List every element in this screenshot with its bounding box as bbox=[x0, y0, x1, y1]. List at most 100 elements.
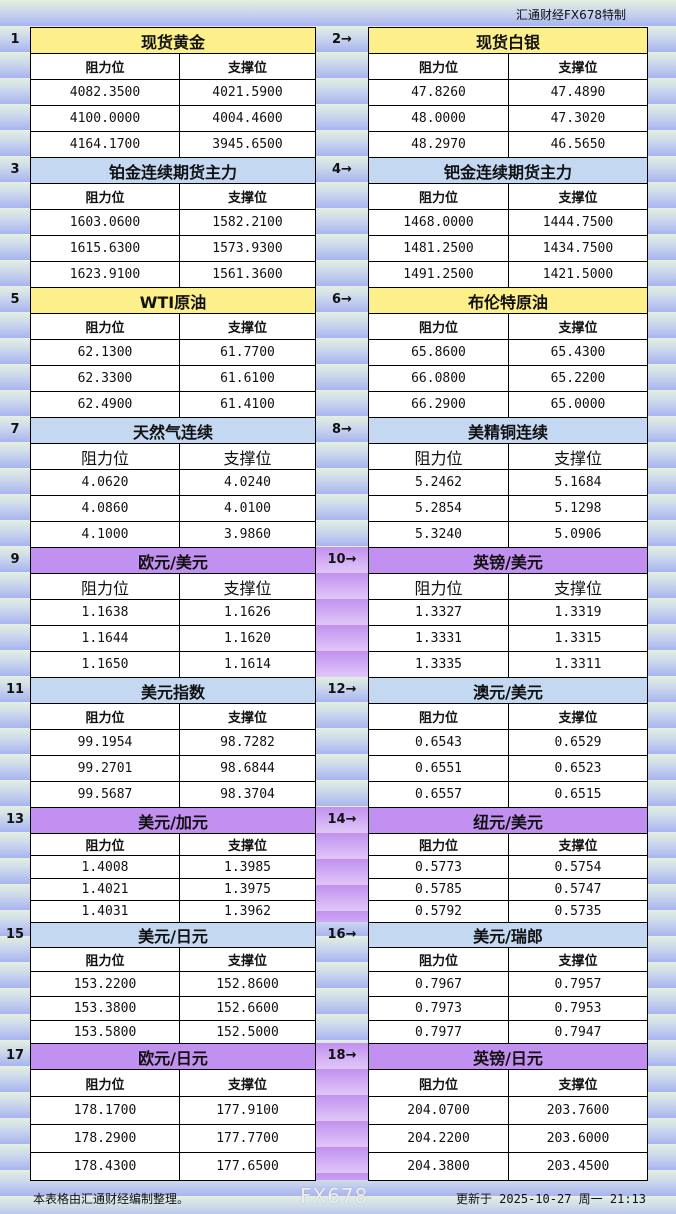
support-value: 47.4890 bbox=[508, 79, 648, 106]
resistance-value: 5.3240 bbox=[368, 521, 509, 548]
support-value: 1573.9300 bbox=[179, 235, 316, 262]
quote-table: 天然气连续 阻力位 支撑位 4.0620 4.0240 4.0860 4.0100 4.100… bbox=[30, 417, 316, 548]
support-value: 3.9860 bbox=[179, 521, 316, 548]
resistance-value: 99.2701 bbox=[30, 755, 180, 782]
section-number: 14→ bbox=[327, 812, 357, 827]
section-number: 7 bbox=[10, 422, 20, 437]
support-header: 支撑位 bbox=[179, 1069, 316, 1097]
support-value: 1.1614 bbox=[179, 651, 316, 678]
support-value: 0.5754 bbox=[508, 855, 648, 879]
resistance-value: 1.3331 bbox=[368, 625, 509, 652]
watermark-logo: FX678 bbox=[300, 1184, 369, 1208]
table-row: 0.5773 0.5754 bbox=[368, 855, 648, 879]
support-value: 0.6529 bbox=[508, 729, 648, 756]
support-value: 4.0240 bbox=[179, 469, 316, 496]
resistance-value: 99.1954 bbox=[30, 729, 180, 756]
resistance-value: 1623.9100 bbox=[30, 261, 180, 288]
resistance-value: 1.4021 bbox=[30, 878, 180, 901]
resistance-value: 178.1700 bbox=[30, 1096, 180, 1125]
support-header: 支撑位 bbox=[508, 443, 648, 470]
support-value: 203.6000 bbox=[508, 1124, 648, 1153]
resistance-header: 阻力位 bbox=[368, 183, 509, 210]
update-time: 更新于 2025-10-27 周一 21:13 bbox=[455, 1192, 646, 1206]
table-row: 1.1650 1.1614 bbox=[30, 651, 316, 678]
section-number: 5 bbox=[10, 292, 20, 307]
instrument-title: 美元/日元 bbox=[30, 922, 316, 948]
resistance-value: 99.5687 bbox=[30, 781, 180, 808]
table-row: 4.0620 4.0240 bbox=[30, 469, 316, 496]
resistance-value: 1.1650 bbox=[30, 651, 180, 678]
table-row: 66.0800 65.2200 bbox=[368, 365, 648, 392]
support-value: 1582.2100 bbox=[179, 209, 316, 236]
support-value: 65.2200 bbox=[508, 365, 648, 392]
table-row: 1.3331 1.3315 bbox=[368, 625, 648, 652]
instrument-title: 钯金连续期货主力 bbox=[368, 157, 648, 184]
table-row: 99.2701 98.6844 bbox=[30, 755, 316, 782]
quote-table: 欧元/美元 阻力位 支撑位 1.1638 1.1626 1.1644 1.1620 1.165… bbox=[30, 547, 316, 678]
table-row: 48.0000 47.3020 bbox=[368, 105, 648, 132]
table-row: 1.4031 1.3962 bbox=[30, 900, 316, 923]
support-value: 1444.7500 bbox=[508, 209, 648, 236]
resistance-value: 0.7973 bbox=[368, 996, 509, 1021]
gutter-band bbox=[316, 1043, 368, 1180]
support-header: 支撑位 bbox=[179, 443, 316, 470]
resistance-value: 204.3800 bbox=[368, 1152, 509, 1181]
support-value: 1.3985 bbox=[179, 855, 316, 879]
table-row: 99.5687 98.3704 bbox=[30, 781, 316, 808]
table-row: 1623.9100 1561.3600 bbox=[30, 261, 316, 288]
quote-table: 钯金连续期货主力 阻力位 支撑位 1468.0000 1444.7500 1481.250… bbox=[368, 157, 648, 288]
support-header: 支撑位 bbox=[179, 53, 316, 80]
quote-table: 铂金连续期货主力 阻力位 支撑位 1603.0600 1582.2100 1615.630… bbox=[30, 157, 316, 288]
resistance-header: 阻力位 bbox=[30, 53, 180, 80]
support-value: 0.6523 bbox=[508, 755, 648, 782]
quote-table: 美元/加元 阻力位 支撑位 1.4008 1.3985 1.4021 1.3975 1.403… bbox=[30, 807, 316, 923]
support-header: 支撑位 bbox=[508, 573, 648, 600]
support-value: 177.6500 bbox=[179, 1152, 316, 1181]
resistance-value: 4.0860 bbox=[30, 495, 180, 522]
section-number: 15 bbox=[5, 927, 25, 942]
support-header: 支撑位 bbox=[508, 53, 648, 80]
resistance-header: 阻力位 bbox=[30, 703, 180, 730]
support-value: 5.0906 bbox=[508, 521, 648, 548]
table-row: 1603.0600 1582.2100 bbox=[30, 209, 316, 236]
table-row: 1.3335 1.3311 bbox=[368, 651, 648, 678]
instrument-title: 英镑/美元 bbox=[368, 547, 648, 574]
support-value: 152.5000 bbox=[179, 1020, 316, 1045]
table-row: 1.1638 1.1626 bbox=[30, 599, 316, 626]
table-row: 62.3300 61.6100 bbox=[30, 365, 316, 392]
support-header: 支撑位 bbox=[179, 183, 316, 210]
resistance-value: 0.6551 bbox=[368, 755, 509, 782]
table-row: 0.7967 0.7957 bbox=[368, 971, 648, 997]
table-row: 66.2900 65.0000 bbox=[368, 391, 648, 418]
table-row: 4100.0000 4004.4600 bbox=[30, 105, 316, 132]
table-row: 153.2200 152.8600 bbox=[30, 971, 316, 997]
table-row: 153.3800 152.6600 bbox=[30, 996, 316, 1021]
support-value: 177.7700 bbox=[179, 1124, 316, 1153]
resistance-header: 阻力位 bbox=[368, 573, 509, 600]
table-row: 47.8260 47.4890 bbox=[368, 79, 648, 106]
support-value: 65.4300 bbox=[508, 339, 648, 366]
support-value: 1421.5000 bbox=[508, 261, 648, 288]
support-value: 98.3704 bbox=[179, 781, 316, 808]
support-header: 支撑位 bbox=[508, 947, 648, 972]
resistance-value: 178.2900 bbox=[30, 1124, 180, 1153]
resistance-value: 62.3300 bbox=[30, 365, 180, 392]
support-value: 1.3975 bbox=[179, 878, 316, 901]
resistance-value: 66.2900 bbox=[368, 391, 509, 418]
support-value: 203.7600 bbox=[508, 1096, 648, 1125]
table-row: 0.6551 0.6523 bbox=[368, 755, 648, 782]
resistance-value: 66.0800 bbox=[368, 365, 509, 392]
resistance-value: 204.0700 bbox=[368, 1096, 509, 1125]
gutter-band bbox=[316, 547, 368, 677]
resistance-value: 1.4008 bbox=[30, 855, 180, 879]
resistance-header: 阻力位 bbox=[30, 1069, 180, 1097]
support-value: 5.1684 bbox=[508, 469, 648, 496]
support-value: 0.7953 bbox=[508, 996, 648, 1021]
table-row: 62.4900 61.4100 bbox=[30, 391, 316, 418]
quote-table: 欧元/日元 阻力位 支撑位 178.1700 177.9100 178.2900 177.7… bbox=[30, 1043, 316, 1181]
instrument-title: 纽元/美元 bbox=[368, 807, 648, 834]
gutter-band bbox=[316, 807, 368, 922]
table-row: 153.5800 152.5000 bbox=[30, 1020, 316, 1045]
section-number: 2→ bbox=[332, 32, 352, 47]
instrument-title: 英镑/日元 bbox=[368, 1043, 648, 1070]
